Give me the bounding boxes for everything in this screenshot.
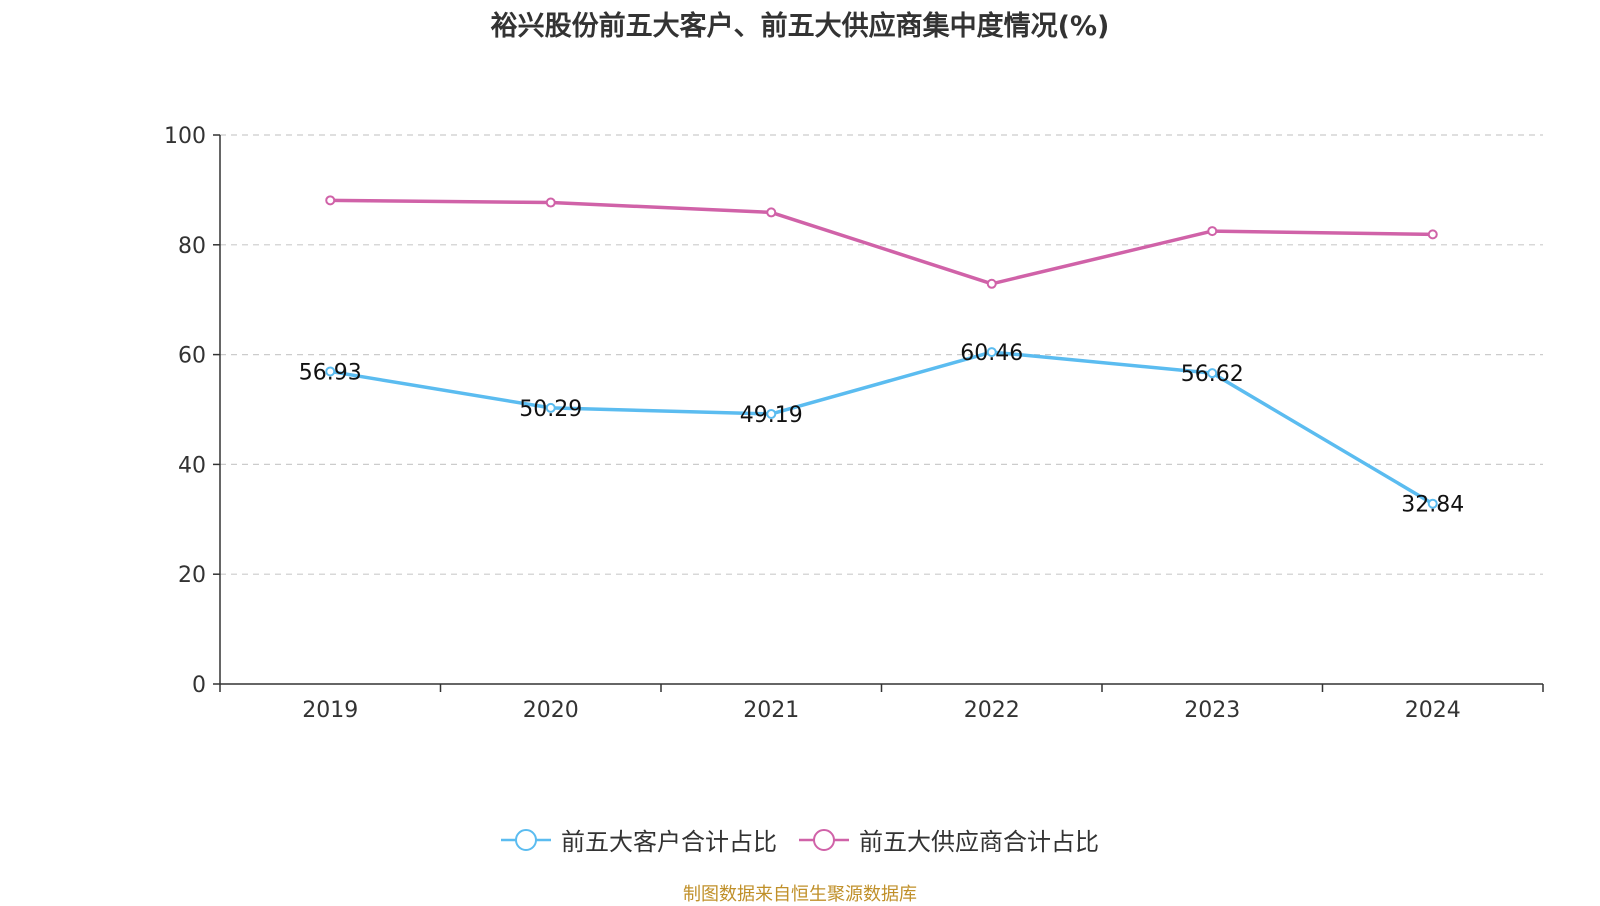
point-supplier-2024 xyxy=(1427,229,1438,240)
y-tick-label-80: 80 xyxy=(178,234,206,259)
legend-label-customer: 前五大客户合计占比 xyxy=(561,828,777,856)
data-label-customer-2022: 60.46 xyxy=(960,341,1023,366)
point-customer-2020 xyxy=(545,402,556,413)
data-label-customer-2019: 56.93 xyxy=(299,360,362,385)
point-supplier-2020 xyxy=(545,197,556,208)
x-tick-label-2020: 2020 xyxy=(523,698,579,723)
point-customer-2019 xyxy=(325,366,336,377)
x-tick-label-2021: 2021 xyxy=(743,698,799,723)
data-label-customer-2024: 32.84 xyxy=(1401,493,1464,518)
x-tick-label-2023: 2023 xyxy=(1184,698,1240,723)
point-customer-2023 xyxy=(1207,368,1218,379)
legend-item-supplier[interactable]: 前五大供应商合计占比 xyxy=(799,822,1099,857)
legend-label-supplier: 前五大供应商合计占比 xyxy=(859,828,1099,856)
point-supplier-2021 xyxy=(766,207,777,218)
data-label-customer-2020: 50.29 xyxy=(519,397,582,422)
y-tick-label-40: 40 xyxy=(178,453,206,478)
legend: 前五大客户合计占比 前五大供应商合计占比 xyxy=(0,822,1600,857)
point-supplier-2022 xyxy=(986,278,997,289)
chart-title: 裕兴股份前五大客户、前五大供应商集中度情况(%) xyxy=(490,11,1110,42)
point-customer-2022 xyxy=(986,347,997,358)
legend-supplier-icon xyxy=(799,828,849,851)
point-customer-2021 xyxy=(766,408,777,419)
x-tick-label-2024: 2024 xyxy=(1405,698,1461,723)
y-tick-label-100: 100 xyxy=(164,124,206,149)
x-tick-label-2022: 2022 xyxy=(964,698,1020,723)
legend-item-customer[interactable]: 前五大客户合计占比 xyxy=(501,822,777,857)
point-supplier-2023 xyxy=(1207,226,1218,237)
legend-customer-icon xyxy=(501,828,551,851)
data-source-note: 制图数据来自恒生聚源数据库 xyxy=(683,884,917,905)
series-line-customer xyxy=(329,350,1434,506)
x-tick-label-2019: 2019 xyxy=(302,698,358,723)
data-label-customer-2023: 56.62 xyxy=(1181,362,1244,387)
data-label-customer-2021: 49.19 xyxy=(740,403,803,428)
point-customer-2024 xyxy=(1427,498,1438,509)
y-tick-label-0: 0 xyxy=(192,673,206,698)
series-line-supplier xyxy=(330,198,1433,286)
point-supplier-2019 xyxy=(325,195,336,206)
y-tick-label-20: 20 xyxy=(178,563,206,588)
y-tick-label-60: 60 xyxy=(178,344,206,369)
